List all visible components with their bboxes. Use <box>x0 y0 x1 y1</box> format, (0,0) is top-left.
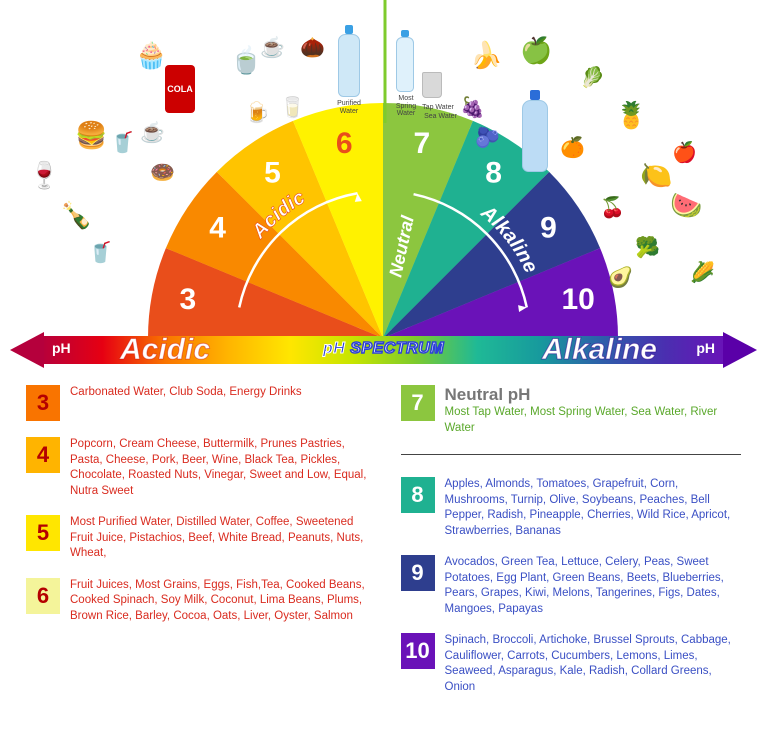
sea-water-label: Sea Water <box>413 113 468 121</box>
cola-label: COLA <box>167 84 193 94</box>
fan-number-10: 10 <box>561 283 594 316</box>
fan-number-3: 3 <box>179 283 196 316</box>
legend-divider <box>401 454 742 455</box>
fan-number-9: 9 <box>540 211 557 244</box>
acidic-food-icon: ☕ <box>140 120 165 145</box>
water-bottle-icon <box>522 90 548 172</box>
legend-num-box: 8 <box>401 477 435 513</box>
spectrum-title: pH SPECTRUM <box>323 340 444 358</box>
acidic-food-icon: 🍷 <box>28 160 60 191</box>
legend-num-box: 4 <box>26 437 60 473</box>
legend-entry: 9 Avocados, Green Tea, Lettuce, Celery, … <box>401 555 742 617</box>
acidic-food-icon: 🧁 <box>135 40 167 71</box>
alkaline-label: Alkaline <box>542 333 657 367</box>
fan-number-5: 5 <box>264 157 281 190</box>
acidic-food-icon: 🍺 <box>245 100 270 125</box>
alkaline-food-icon: 🍎 <box>672 140 697 165</box>
alkaline-food-icon: 🍒 <box>600 195 625 220</box>
alkaline-food-icon: 🌽 <box>690 260 715 285</box>
legend-text: Spinach, Broccoli, Artichoke, Brussel Sp… <box>445 633 742 695</box>
legend-num-box: 3 <box>26 385 60 421</box>
arrow-left-icon <box>10 332 44 368</box>
acidic-food-icon: 🍔 <box>75 120 107 151</box>
neutral-heading: Neutral pH <box>445 385 742 405</box>
legend-text: Most Tap Water, Most Spring Water, Sea W… <box>445 405 742 436</box>
purified-water-label: Purified Water <box>334 100 364 115</box>
acidic-food-icon: 🍵 <box>230 45 262 76</box>
legend-entry: 6 Fruit Juices, Most Grains, Eggs, Fish,… <box>26 578 367 625</box>
legend: 3 Carbonated Water, Club Soda, Energy Dr… <box>26 385 741 695</box>
water-bottle-icon <box>396 30 414 92</box>
arrow-right-icon <box>723 332 757 368</box>
alkaline-food-icon: 🥦 <box>635 235 660 260</box>
alkaline-food-icon: 🍌 <box>470 40 502 71</box>
alkaline-food-icon: 🍊 <box>560 135 585 160</box>
fan-number-6: 6 <box>336 127 353 160</box>
alkaline-food-icon: 🥑 <box>608 265 633 290</box>
legend-entry: 4 Popcorn, Cream Cheese, Buttermilk, Pru… <box>26 437 367 499</box>
legend-num-box: 9 <box>401 555 435 591</box>
acidic-food-icon: 🥛 <box>280 95 305 120</box>
legend-text: Carbonated Water, Club Soda, Energy Drin… <box>70 385 302 401</box>
cola-can-icon: COLA <box>165 65 195 113</box>
legend-text: Apples, Almonds, Tomatoes, Grapefruit, C… <box>445 477 742 539</box>
acidic-label: Acidic <box>120 333 210 367</box>
acidic-food-icon: 🍩 <box>150 160 175 185</box>
legend-num-box: 7 <box>401 385 435 421</box>
legend-text: Avocados, Green Tea, Lettuce, Celery, Pe… <box>445 555 742 617</box>
alkaline-food-icon: 🍍 <box>615 100 647 131</box>
legend-entry: 5 Most Purified Water, Distilled Water, … <box>26 515 367 562</box>
fan-number-7: 7 <box>413 127 430 160</box>
legend-text: Most Purified Water, Distilled Water, Co… <box>70 515 367 562</box>
fan-number-8: 8 <box>485 157 502 190</box>
legend-entry: 8 Apples, Almonds, Tomatoes, Grapefruit,… <box>401 477 742 539</box>
acidic-food-icon: 🥤 <box>88 240 113 265</box>
acidic-food-icon: 🥤 <box>110 130 135 155</box>
legend-num-box: 10 <box>401 633 435 669</box>
legend-text: Popcorn, Cream Cheese, Buttermilk, Prune… <box>70 437 367 499</box>
alkaline-food-icon: 🍏 <box>520 35 552 66</box>
cup-icon <box>422 72 442 98</box>
ph-fan-chart: 345678910AcidicAlkalineNeutral 🍷🍾🥤🍔🥤🧁☕🍩🍵… <box>0 0 767 370</box>
acidic-food-icon: 🌰 <box>300 35 325 60</box>
alkaline-food-icon: 🍋 <box>640 160 672 191</box>
legend-col-acidic: 3 Carbonated Water, Club Soda, Energy Dr… <box>26 385 367 695</box>
water-bottle-icon <box>338 25 360 97</box>
tap-water-label: Tap Water <box>413 104 463 112</box>
legend-entry: 3 Carbonated Water, Club Soda, Energy Dr… <box>26 385 367 421</box>
spectrum-bar: pH pH Acidic Alkaline pH SPECTRUM <box>10 332 757 368</box>
acidic-food-icon: ☕ <box>260 35 285 60</box>
ph-tag-left: pH <box>52 340 71 356</box>
alkaline-food-icon: 🫐 <box>475 125 500 150</box>
legend-num-box: 6 <box>26 578 60 614</box>
legend-col-alkaline: 7 Neutral pH Most Tap Water, Most Spring… <box>401 385 742 695</box>
acidic-food-icon: 🍾 <box>60 200 92 231</box>
legend-text: Fruit Juices, Most Grains, Eggs, Fish,Te… <box>70 578 367 625</box>
legend-entry: 7 Neutral pH Most Tap Water, Most Spring… <box>401 385 742 436</box>
ph-tag-right: pH <box>696 340 715 356</box>
legend-entry: 10 Spinach, Broccoli, Artichoke, Brussel… <box>401 633 742 695</box>
fan-number-4: 4 <box>209 211 226 244</box>
legend-num-box: 5 <box>26 515 60 551</box>
alkaline-food-icon: 🍉 <box>670 190 702 221</box>
alkaline-food-icon: 🥬 <box>580 65 605 90</box>
